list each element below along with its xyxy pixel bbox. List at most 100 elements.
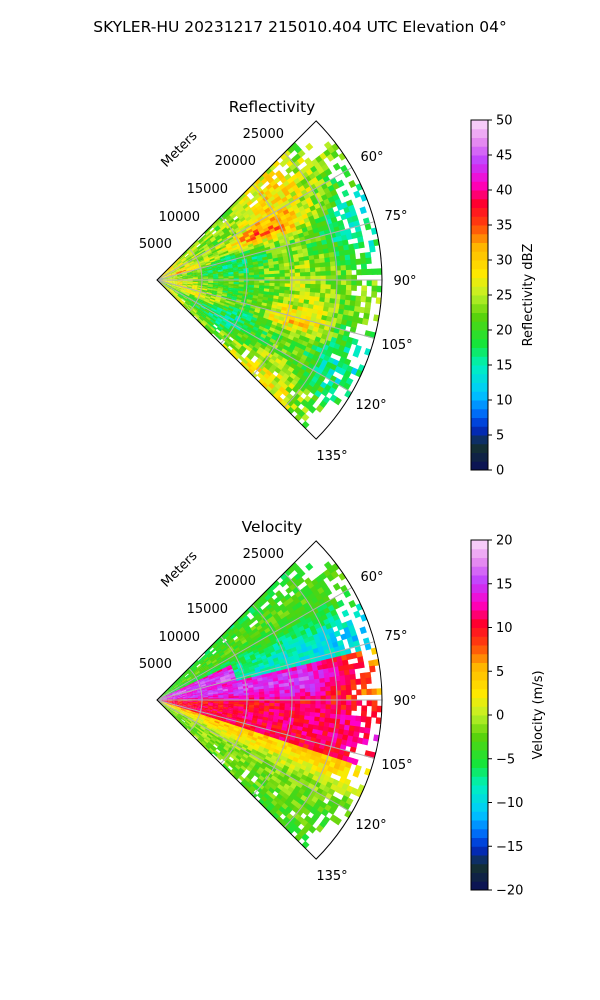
range-gate-cell [315, 288, 322, 294]
range-gate-cell [328, 251, 336, 258]
range-gate-cell [225, 339, 232, 346]
range-gate-cell [276, 250, 283, 255]
range-gate-cell [167, 697, 173, 699]
range-gate-cell [225, 627, 232, 634]
range-gate-cell [220, 329, 227, 336]
range-gate-cell [316, 734, 323, 740]
range-gate-cell [264, 697, 271, 701]
range-gate-cell [250, 791, 258, 799]
range-gate-cell [314, 712, 321, 718]
range-gate-cell [336, 655, 343, 663]
range-gate-cell [171, 692, 177, 695]
range-gate-cell [258, 218, 266, 225]
range-gate-cell [219, 732, 226, 738]
range-gate-cell [176, 716, 182, 721]
reflectivity-colorbar-label: Reflectivity dBZ [521, 244, 536, 347]
range-gate-cell [351, 700, 358, 706]
range-gate-cell [186, 727, 192, 733]
range-gate-cell [171, 704, 178, 708]
range-gate-cell [208, 312, 215, 317]
range-gate-cell [255, 212, 263, 219]
range-gate-cell [247, 343, 255, 350]
range-gate-cell [256, 318, 263, 324]
range-gate-cell [206, 240, 213, 246]
range-gate-cell [162, 280, 168, 282]
range-gate-cell [179, 720, 185, 726]
range-gate-cell [272, 317, 280, 324]
azimuth-spoke [156, 699, 375, 759]
range-gate-cell [233, 693, 240, 697]
range-gate-cell [213, 301, 220, 306]
range-gate-cell [314, 716, 321, 722]
range-gate-cell [171, 713, 177, 719]
range-gate-cell [330, 265, 337, 272]
range-gate-cell [269, 636, 277, 643]
range-gate-cell [294, 707, 301, 712]
range-gate-cell [188, 250, 195, 256]
range-gate-cell [348, 663, 355, 671]
range-gate-cell [251, 238, 258, 244]
range-gate-cell [244, 223, 251, 230]
range-gate-cell [190, 730, 196, 736]
range-gate-cell [186, 298, 193, 303]
range-gate-cell [328, 671, 336, 678]
range-gate-cell [215, 236, 222, 242]
range-gate-cell [302, 671, 310, 678]
range-gate-cell [272, 331, 280, 338]
range-gate-cell [253, 731, 260, 737]
range-gate-cell [160, 703, 166, 708]
range-gate-cell [317, 226, 325, 233]
range-gate-cell [277, 593, 285, 601]
range-gate-cell [198, 298, 205, 303]
range-gate-cell [273, 712, 280, 717]
range-gate-cell [160, 703, 166, 707]
range-gate-cell [272, 257, 279, 262]
range-gate-cell [261, 750, 269, 757]
range-gate-cell [263, 288, 270, 293]
range-gate-cell [345, 684, 352, 691]
range-gate-cell [286, 304, 294, 310]
range-gate-cell [203, 236, 210, 242]
range-gate-cell [257, 748, 264, 754]
range-gate-cell [234, 646, 241, 653]
range-gate-cell [298, 260, 306, 266]
range-gate-cell [229, 763, 236, 770]
range-gate-cell [196, 664, 203, 669]
range-gate-cell [198, 717, 205, 722]
range-gate-cell [325, 695, 332, 701]
range-gate-cell [259, 231, 267, 238]
range-gate-cell [282, 719, 289, 725]
range-gate-cell [289, 265, 296, 270]
range-gate-cell [220, 224, 227, 231]
range-gate-cell [192, 700, 199, 703]
range-gate-cell [312, 227, 320, 234]
range-gate-cell [164, 689, 170, 694]
range-gate-cell [310, 695, 317, 701]
range-gate-cell [308, 825, 317, 834]
range-gate-cell [208, 243, 215, 249]
range-gate-cell [246, 326, 254, 332]
range-gate-cell [250, 236, 257, 242]
range-gate-cell [215, 730, 222, 735]
range-gate-cell [258, 756, 266, 762]
range-gate-cell [211, 325, 218, 331]
range-gate-cell [232, 759, 239, 765]
range-gate-cell [239, 646, 247, 652]
range-gate-cell [175, 269, 182, 273]
range-gate-cell [182, 670, 188, 676]
colorbar-segment [471, 233, 488, 243]
range-gate-cell [207, 233, 214, 239]
range-gate-cell [338, 670, 346, 677]
range-gate-cell [181, 689, 187, 693]
range-gate-cell [218, 303, 225, 308]
range-gate-cell [266, 332, 273, 339]
range-gate-cell [176, 691, 183, 695]
range-gate-cell [191, 287, 198, 290]
range-gate-cell [274, 283, 281, 287]
r-tick-label: 15000 [187, 182, 228, 197]
range-gate-cell [321, 808, 330, 817]
range-gate-cell [228, 305, 235, 310]
range-gate-cell [182, 701, 189, 703]
range-gate-cell [279, 700, 286, 704]
range-gate-cell [160, 693, 166, 697]
